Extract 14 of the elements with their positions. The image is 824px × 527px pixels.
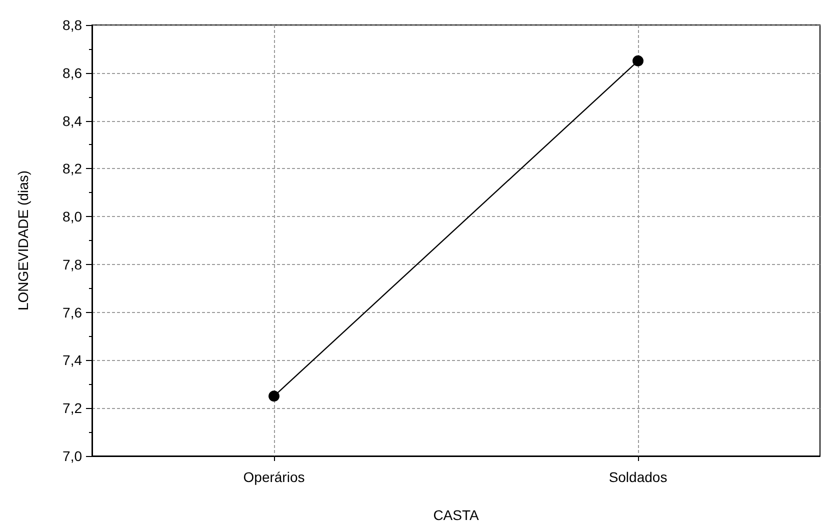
y-tick-label: 7,6	[62, 304, 82, 320]
y-axis-title: LONGEVIDADE (dias)	[15, 170, 31, 311]
y-tick-label: 8,6	[62, 64, 82, 81]
y-tick-label: 7,4	[62, 352, 82, 368]
x-tick-label: Soldados	[608, 469, 668, 485]
y-tick-label: 8,8	[62, 17, 82, 33]
y-tick-label: 8,0	[62, 208, 82, 225]
x-tick-label: Operários	[243, 469, 305, 485]
y-tick-label: 7,2	[62, 400, 82, 416]
y-tick-label: 8,4	[62, 112, 82, 129]
y-tick-label: 8,2	[62, 160, 82, 177]
x-axis-title: CASTA	[433, 507, 480, 523]
y-tick-label: 7,0	[62, 448, 82, 464]
y-tick-label: 7,8	[62, 256, 82, 272]
